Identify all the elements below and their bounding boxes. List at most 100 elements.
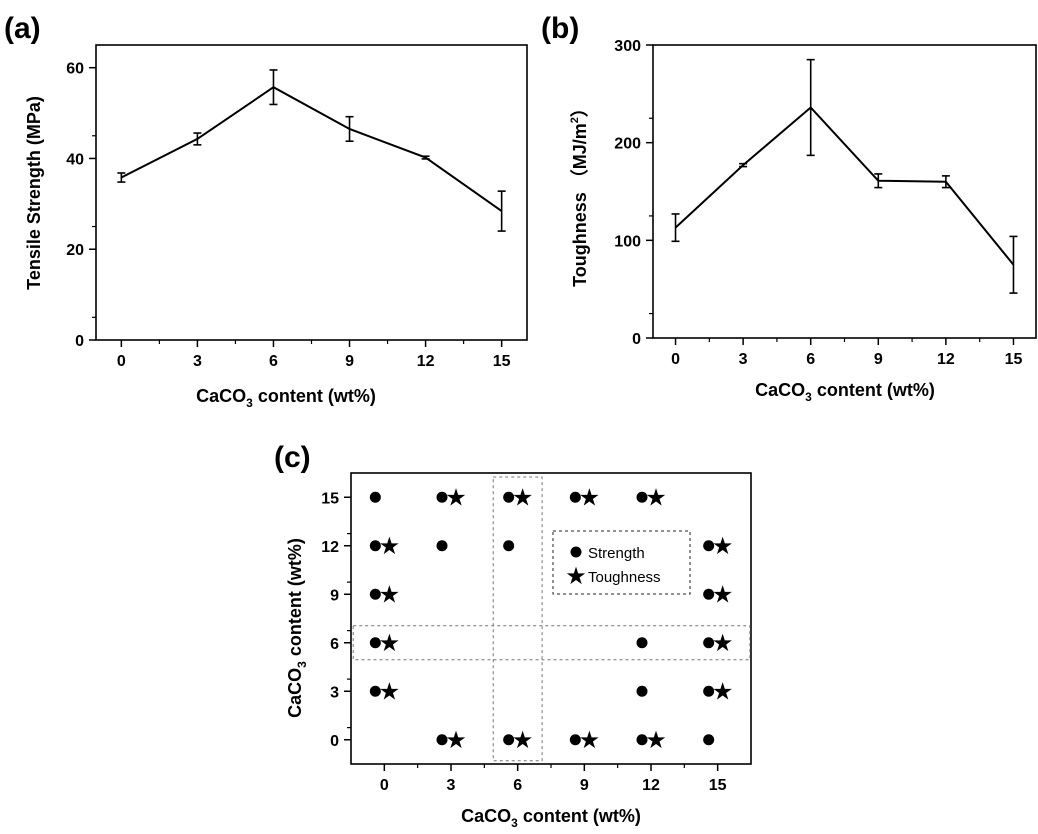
strength-point [369,540,381,552]
x-tick-label: 9 [345,353,354,370]
chart-a-plot-area [117,69,506,232]
strength-point [636,685,648,697]
strength-point [703,540,715,552]
chart-a-xlabel: CaCO3 content (wt%) [196,386,376,410]
y-tick-label: 0 [75,333,84,350]
strength-point [369,491,381,503]
strength-point [436,734,448,746]
highlight-column [492,476,543,762]
y-tick-label: 12 [321,539,339,556]
strength-point [436,540,448,552]
chart-c-legend: Strength ★ Toughness [552,530,691,595]
x-tick-label: 3 [193,353,202,370]
toughness-point: ★ [645,484,667,511]
x-tick-label: 15 [709,777,727,794]
x-tick-label: 0 [671,351,680,368]
strength-point [703,588,715,600]
chart-c-plot-area: ★ ★ ★ ★ ★ ★ ★ ★ ★ ★ ★ ★ ★ ★ ★ ★ [369,484,734,754]
x-tick-label: 12 [937,351,955,368]
y-tick-label: 15 [321,490,339,507]
chart-a-ylabel: Tensile Strength (MPa) [24,96,44,290]
legend-box [552,530,691,595]
strength-point [503,734,515,746]
chart-a-ticks: 0 3 6 9 12 15 0 20 40 60 [66,61,510,370]
strength-point [503,540,515,552]
toughness-point: ★ [712,678,734,705]
x-tick-label: 6 [513,777,522,794]
chart-b-ticks: 0 3 6 9 12 15 0 100 200 300 [614,38,1022,368]
strength-point [636,491,648,503]
legend-strength-label: Strength [588,545,645,562]
chart-b-plot-area [671,58,1018,294]
legend-toughness-label: Toughness [588,569,661,586]
strength-point [703,637,715,649]
panel-a-label: (a) [4,12,41,45]
strength-point [636,734,648,746]
toughness-point: ★ [379,678,401,705]
x-tick-label: 9 [874,351,883,368]
chart-c-ticks: 0 3 6 9 12 15 0 3 6 9 12 15 [321,490,726,794]
x-tick-label: 15 [493,353,511,370]
panel-b-label: (b) [541,12,579,45]
x-tick-label: 6 [269,353,278,370]
toughness-point: ★ [379,533,401,560]
toughness-point: ★ [379,630,401,657]
toughness-point: ★ [512,484,534,511]
highlight-row [352,625,751,661]
x-tick-label: 9 [580,777,589,794]
x-tick-label: 6 [806,351,815,368]
y-tick-label: 20 [66,242,84,259]
strength-point [703,734,715,746]
strength-point [369,685,381,697]
chart-toughness: 0 3 6 9 12 15 0 100 200 300 Toughness （MJ/m2） CaC… [569,38,1037,404]
strength-point [369,588,381,600]
series-line [120,86,503,212]
strength-point [703,685,715,697]
strength-point [636,637,648,649]
x-tick-label: 3 [739,351,748,368]
x-tick-label: 12 [642,777,660,794]
chart-b-ylabel: Toughness （MJ/m2） [569,99,590,287]
y-tick-label: 6 [330,636,339,653]
y-tick-label: 200 [614,136,641,153]
y-tick-label: 40 [66,151,84,168]
chart-c-frame [350,472,752,765]
chart-b-xlabel: CaCO3 content (wt%) [755,380,935,404]
chart-c-xlabel: CaCO3 content (wt%) [461,806,641,830]
y-tick-label: 0 [330,733,339,750]
strength-point [569,491,581,503]
toughness-point: ★ [445,727,467,754]
strength-point [369,637,381,649]
legend-toughness-marker: ★ [565,563,587,590]
chart-a-frame [95,44,528,341]
series-line [674,106,1015,266]
chart-b-frame [652,44,1037,339]
toughness-point: ★ [579,727,601,754]
chart-composition-map: 0 3 6 9 12 15 0 3 6 9 12 15 ★ ★ ★ ★ ★ ★ ★ ★ ★ ★ ★ ★ ★ ★ ★ ★ Streng… [285,472,752,830]
strength-point [503,491,515,503]
legend-strength-marker [570,546,582,558]
toughness-point: ★ [712,533,734,560]
x-tick-label: 12 [417,353,435,370]
chart-c-ylabel: CaCO3 content (wt%) [285,538,309,718]
strength-point [569,734,581,746]
panel-c-label: (c) [274,441,311,474]
y-tick-label: 9 [330,587,339,604]
toughness-point: ★ [645,727,667,754]
toughness-point: ★ [712,581,734,608]
chart-tensile-strength: 0 3 6 9 12 15 0 20 40 60 Tensile Strength (MPa) C… [24,44,528,410]
toughness-point: ★ [579,484,601,511]
y-tick-label: 60 [66,61,84,78]
x-tick-label: 15 [1005,351,1023,368]
x-tick-label: 0 [380,777,389,794]
x-tick-label: 0 [117,353,126,370]
x-tick-label: 3 [447,777,456,794]
toughness-point: ★ [712,630,734,657]
y-tick-label: 300 [614,38,641,55]
y-tick-label: 0 [632,331,641,348]
y-tick-label: 3 [330,684,339,701]
y-tick-label: 100 [614,233,641,250]
chart-c-highlight-regions [352,476,751,762]
toughness-point: ★ [445,484,467,511]
